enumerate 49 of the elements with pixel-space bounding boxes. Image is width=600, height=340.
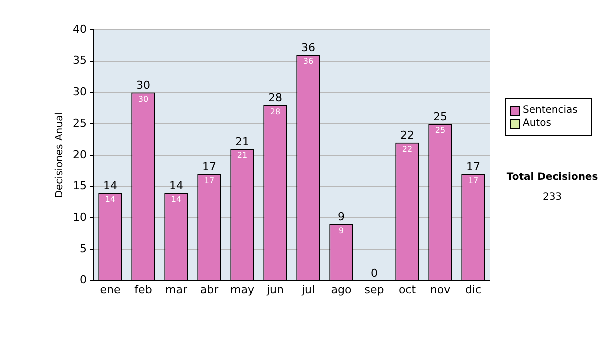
x-tick-label: feb (134, 283, 152, 296)
data-label: 14 (105, 195, 116, 204)
y-tick-label: 0 (80, 274, 87, 287)
data-label: 14 (171, 195, 182, 204)
y-tick-label: 15 (72, 180, 87, 193)
total-label: 17 (202, 160, 216, 174)
data-label: 22 (402, 144, 413, 154)
y-tick-label: 5 (80, 242, 87, 256)
total-label: 28 (268, 92, 282, 105)
data-label: 36 (303, 57, 314, 66)
data-label: 30 (138, 94, 149, 104)
data-label: 25 (435, 126, 446, 136)
x-tick-label: ago (331, 283, 352, 296)
y-axis-title: Decisiones Anual (54, 112, 66, 198)
total-label: 25 (434, 110, 448, 124)
x-tick-label: jul (300, 283, 316, 296)
total-label: 0 (371, 267, 378, 280)
total-label: 21 (236, 135, 250, 148)
total-label: 17 (466, 160, 480, 174)
y-tick-label: 30 (72, 86, 87, 99)
text: 233 (542, 192, 564, 203)
x-tick-label: jun (266, 283, 284, 296)
total-label: 14 (103, 179, 118, 192)
x-tick-label: abr (200, 283, 220, 296)
x-tick-label: ene (100, 283, 121, 296)
y-tick-label: 20 (72, 148, 87, 162)
y-tick-label: 10 (72, 210, 87, 224)
total-label: 14 (170, 179, 184, 192)
y-tick-label: 35 (72, 54, 87, 68)
x-tick-label: mar (166, 283, 188, 296)
x-tick-label: dic (465, 283, 482, 296)
data-label: 9 (338, 226, 344, 236)
total-label: 22 (400, 129, 414, 142)
y-tick-label: 40 (72, 22, 87, 36)
x-tick-label: oct (398, 283, 417, 296)
legend-label: Sentencias (523, 104, 578, 117)
data-label: 21 (237, 151, 248, 160)
x-tick-label: may (230, 283, 255, 296)
data-label: 28 (270, 107, 281, 116)
data-label: 17 (468, 176, 479, 186)
text: Total Decisiones (506, 172, 600, 183)
x-tick-label: sep (364, 283, 384, 296)
data-label: 17 (204, 176, 215, 186)
y-tick-label: 25 (72, 116, 87, 130)
legend-label: Autos (523, 117, 552, 130)
total-label: 30 (136, 79, 150, 92)
x-tick-label: nov (430, 283, 452, 296)
total-label: 9 (338, 210, 345, 224)
total-label: 36 (302, 41, 316, 54)
